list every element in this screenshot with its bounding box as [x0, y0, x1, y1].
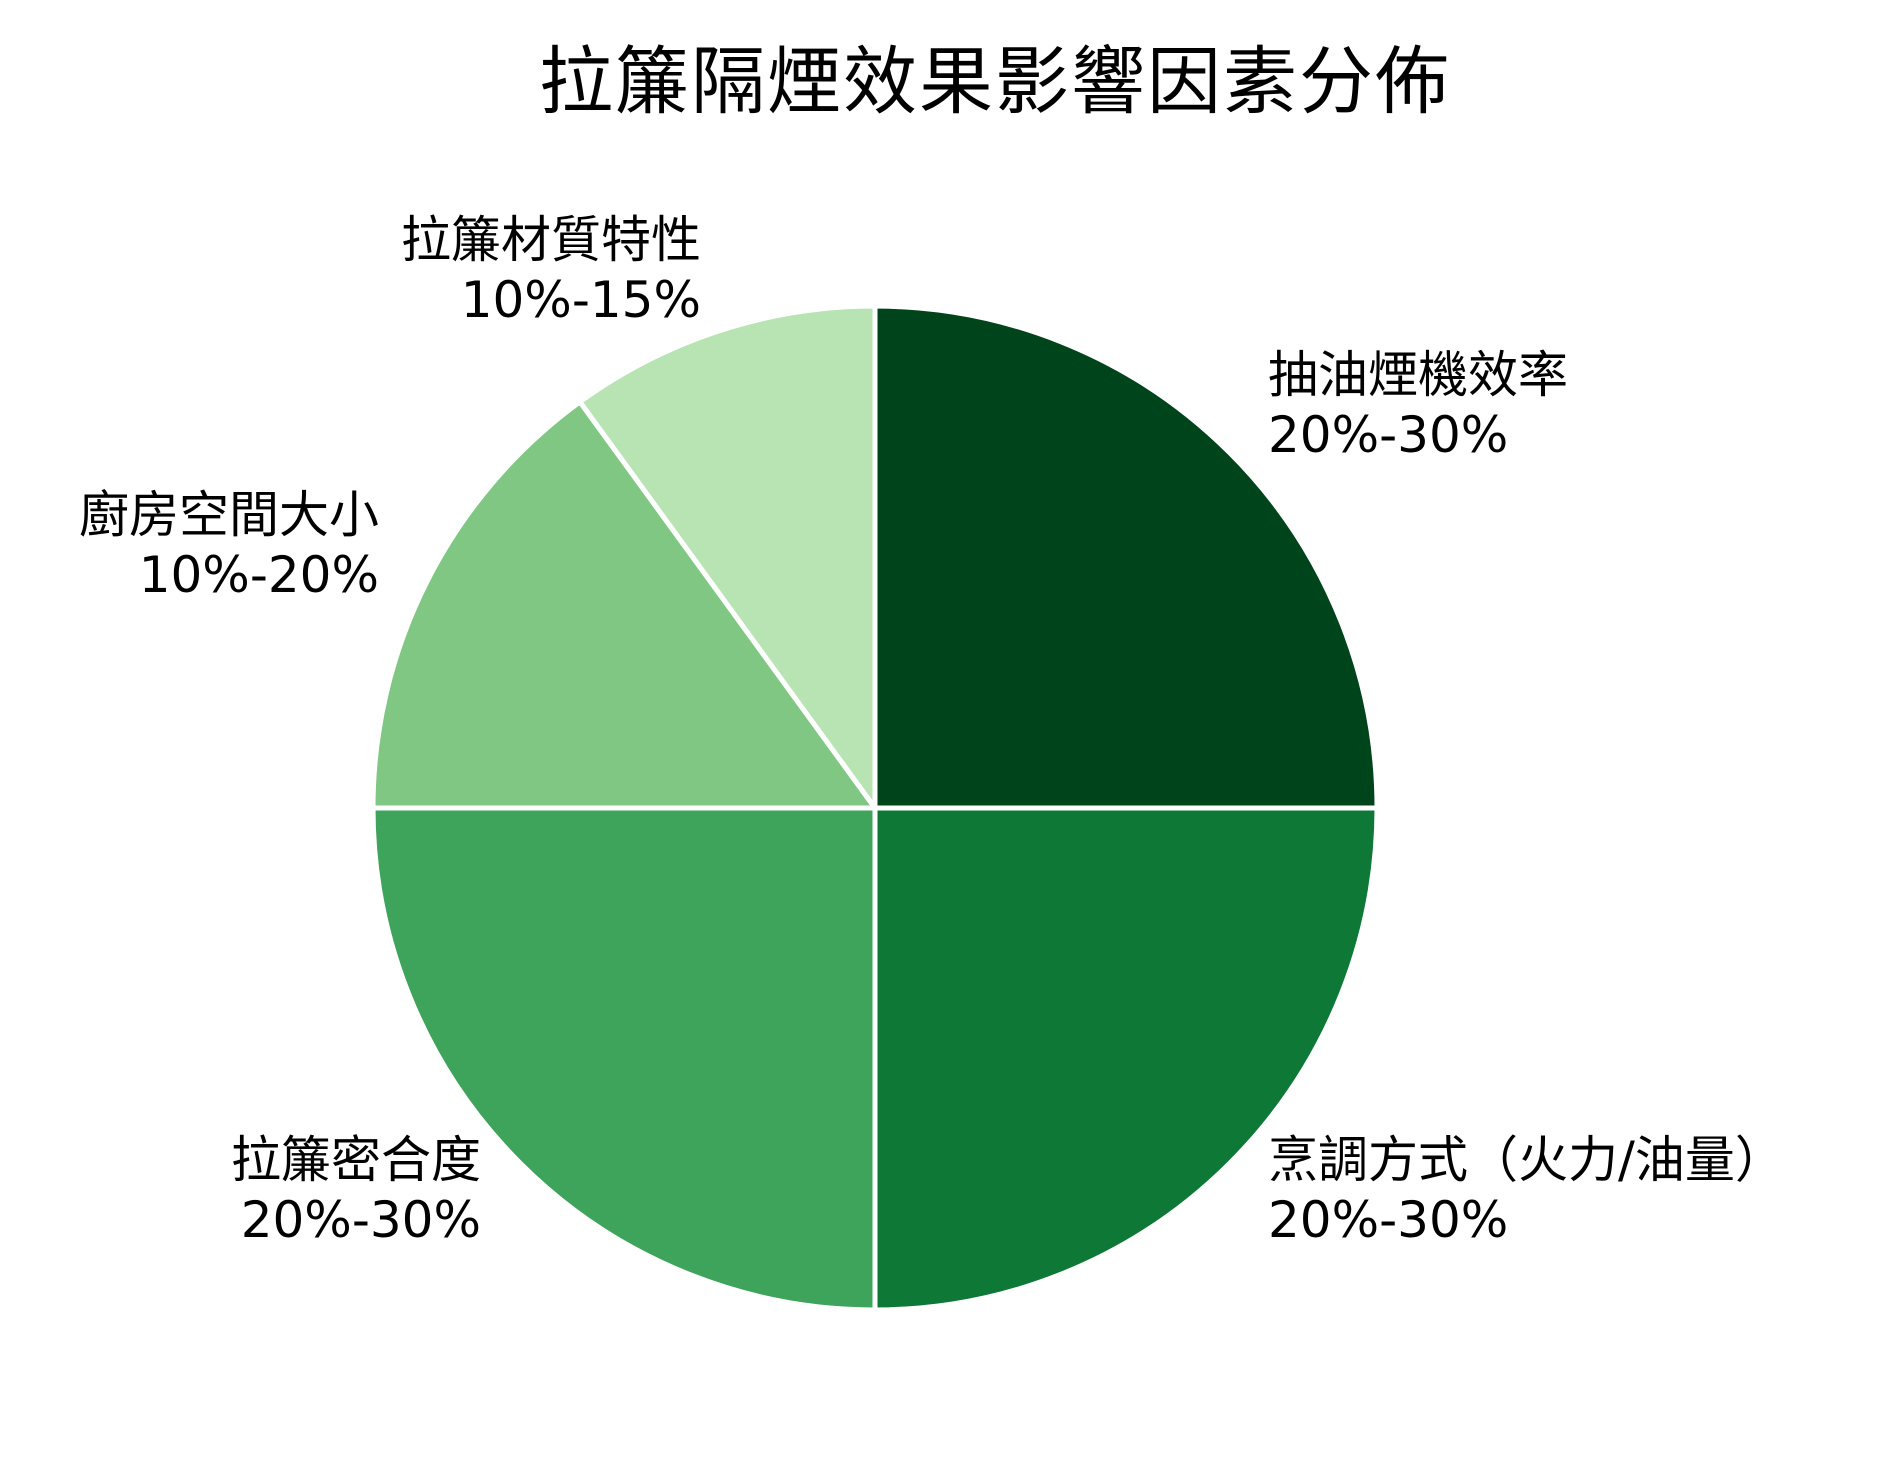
label-curtain-seal: 拉簾密合度 20%-30%	[231, 1130, 481, 1250]
label-extractor-efficiency: 抽油煙機效率 20%-30%	[1268, 345, 1568, 465]
label-cooking-method: 烹調方式（火力/油量） 20%-30%	[1268, 1130, 1785, 1250]
label-curtain-material: 拉簾材質特性 10%-15%	[401, 210, 701, 330]
label-name: 廚房空間大小	[79, 486, 379, 544]
label-range: 20%-30%	[1268, 1191, 1509, 1249]
pie-slice	[370, 399, 878, 811]
pie-slice	[577, 303, 878, 811]
pie-slice	[370, 805, 878, 1313]
chart-title: 拉簾隔煙效果影響因素分佈	[539, 39, 1451, 125]
label-range: 10%-20%	[138, 546, 379, 604]
label-name: 烹調方式（火力/油量）	[1268, 1131, 1785, 1189]
label-name: 抽油煙機效率	[1268, 346, 1568, 404]
label-range: 10%-15%	[460, 271, 701, 329]
label-range: 20%-30%	[1268, 406, 1509, 464]
label-name: 拉簾密合度	[231, 1131, 481, 1189]
pie-slice	[872, 805, 1380, 1313]
label-name: 拉簾材質特性	[401, 211, 701, 269]
label-kitchen-size: 廚房空間大小 10%-20%	[79, 485, 379, 605]
label-range: 20%-30%	[240, 1191, 481, 1249]
pie-slice	[872, 303, 1380, 811]
